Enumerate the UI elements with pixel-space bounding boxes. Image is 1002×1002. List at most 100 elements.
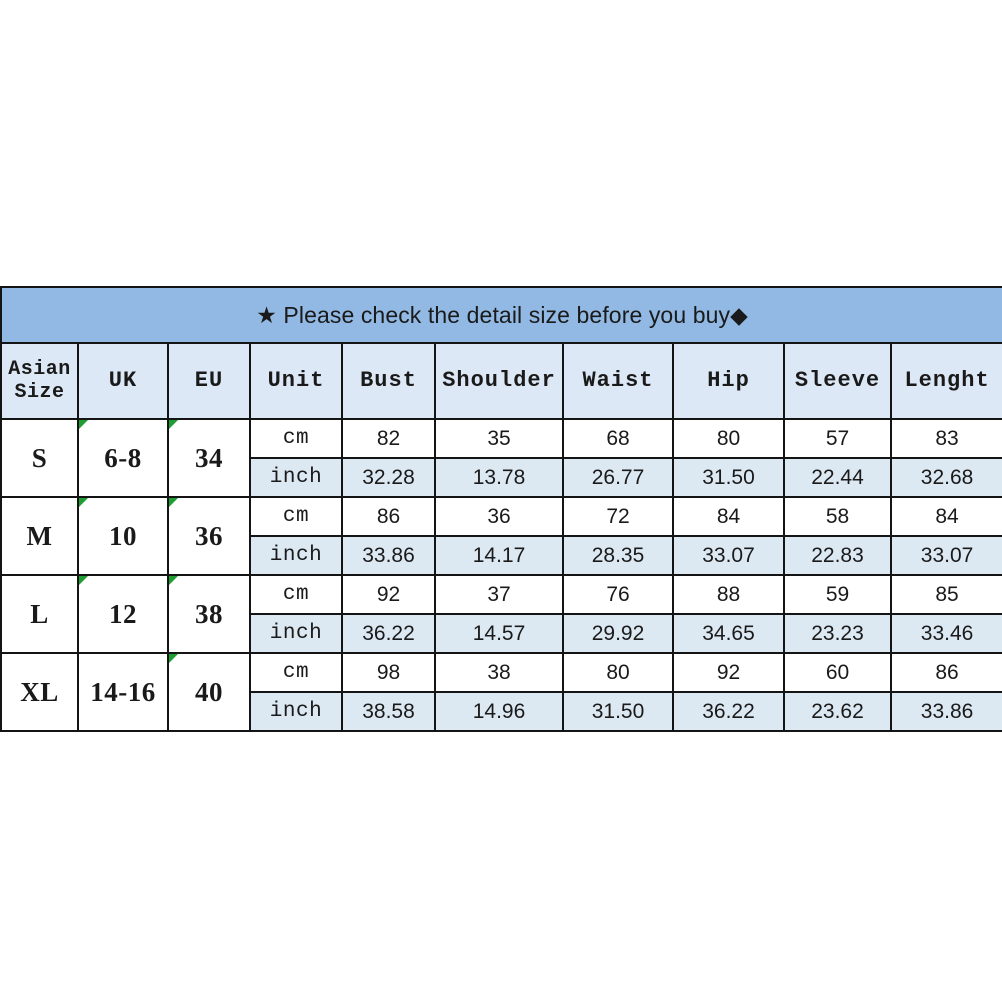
cell-eu: 36 <box>167 496 251 576</box>
cell-bust-cm: 82 <box>341 418 436 459</box>
cell-length-inch: 33.46 <box>889 613 1002 654</box>
cell-unit-inch: inch <box>249 457 343 498</box>
cell-hip-inch: 33.07 <box>672 535 785 576</box>
table-row: L 12 38 cm 92 37 76 88 59 85 <box>0 574 1002 654</box>
cell-length-cm: 83 <box>889 418 1002 459</box>
comment-marker-icon <box>169 420 178 429</box>
cell-sleeve-cm: 58 <box>783 496 892 537</box>
cell-uk: 14-16 <box>77 652 169 732</box>
cell-asian-size: XL <box>0 652 79 732</box>
header-asian-size-line2: Size <box>14 381 65 404</box>
cell-unit-inch: inch <box>249 691 343 732</box>
cell-unit-cm: cm <box>249 652 343 693</box>
comment-marker-icon <box>79 498 88 507</box>
cell-bust-inch: 32.28 <box>341 457 436 498</box>
cell-unit-cm: cm <box>249 496 343 537</box>
cell-unit-inch: inch <box>249 613 343 654</box>
comment-marker-icon <box>169 576 178 585</box>
table-row: inch 38.58 14.96 31.50 36.22 23.62 33.86 <box>1 691 1002 732</box>
title-row: ★ Please check the detail size before yo… <box>0 286 1002 344</box>
cell-hip-inch: 31.50 <box>672 457 785 498</box>
cell-waist-inch: 29.92 <box>562 613 674 654</box>
cell-sleeve-inch: 23.23 <box>783 613 892 654</box>
cell-uk: 10 <box>77 496 169 576</box>
cell-uk: 12 <box>77 574 169 654</box>
cell-hip-cm: 92 <box>672 652 785 693</box>
cell-unit-cm: cm <box>249 418 343 459</box>
table-row: XL 14-16 40 cm 98 38 80 92 60 86 <box>0 652 1002 732</box>
cell-hip-inch: 36.22 <box>672 691 785 732</box>
cell-bust-inch: 38.58 <box>341 691 436 732</box>
table-row: inch 33.86 14.17 28.35 33.07 22.83 33.07 <box>1 535 1002 576</box>
header-bust: Bust <box>341 342 436 420</box>
cell-asian-size: M <box>0 496 79 576</box>
cell-eu: 38 <box>167 574 251 654</box>
cell-bust-cm: 92 <box>341 574 436 615</box>
header-hip: Hip <box>672 342 785 420</box>
cell-bust-cm: 86 <box>341 496 436 537</box>
cell-asian-size: S <box>0 418 79 498</box>
cell-waist-inch: 26.77 <box>562 457 674 498</box>
cell-length-inch: 33.07 <box>889 535 1002 576</box>
cell-unit-cm: cm <box>249 574 343 615</box>
cell-length-cm: 86 <box>889 652 1002 693</box>
table-row: S 6-8 34 cm 82 35 68 80 57 83 <box>0 418 1002 498</box>
cell-sleeve-cm: 59 <box>783 574 892 615</box>
cell-waist-cm: 68 <box>562 418 674 459</box>
cell-shoulder-inch: 14.17 <box>434 535 564 576</box>
cell-sleeve-inch: 22.83 <box>783 535 892 576</box>
header-row: Asian Size UK EU Unit Bust Shoulder Wais… <box>0 342 1002 420</box>
cell-eu: 40 <box>167 652 251 732</box>
cell-sleeve-cm: 57 <box>783 418 892 459</box>
cell-bust-inch: 33.86 <box>341 535 436 576</box>
cell-waist-cm: 80 <box>562 652 674 693</box>
cell-waist-inch: 28.35 <box>562 535 674 576</box>
cell-hip-cm: 88 <box>672 574 785 615</box>
cell-sleeve-inch: 23.62 <box>783 691 892 732</box>
header-shoulder: Shoulder <box>434 342 564 420</box>
cell-uk: 6-8 <box>77 418 169 498</box>
size-chart-table: ★ Please check the detail size before yo… <box>0 286 1002 732</box>
header-length: Lenght <box>889 342 1002 420</box>
cell-shoulder-inch: 13.78 <box>434 457 564 498</box>
header-asian-size-line1: Asian <box>8 358 71 381</box>
chart-title-text: ★ Please check the detail size before yo… <box>256 301 748 328</box>
table-row: inch 36.22 14.57 29.92 34.65 23.23 33.46 <box>1 613 1002 654</box>
cell-bust-cm: 98 <box>341 652 436 693</box>
cell-hip-cm: 84 <box>672 496 785 537</box>
chart-title: ★ Please check the detail size before yo… <box>0 286 1002 344</box>
header-sleeve: Sleeve <box>783 342 892 420</box>
cell-length-inch: 33.86 <box>889 691 1002 732</box>
cell-sleeve-cm: 60 <box>783 652 892 693</box>
header-asian-size: Asian Size <box>0 342 79 420</box>
cell-hip-inch: 34.65 <box>672 613 785 654</box>
cell-eu: 34 <box>167 418 251 498</box>
cell-length-cm: 85 <box>889 574 1002 615</box>
cell-shoulder-inch: 14.57 <box>434 613 564 654</box>
cell-waist-cm: 76 <box>562 574 674 615</box>
cell-asian-size: L <box>0 574 79 654</box>
cell-shoulder-cm: 36 <box>434 496 564 537</box>
header-uk: UK <box>77 342 169 420</box>
cell-shoulder-cm: 35 <box>434 418 564 459</box>
comment-marker-icon <box>79 576 88 585</box>
header-waist: Waist <box>562 342 674 420</box>
header-eu: EU <box>167 342 251 420</box>
cell-shoulder-cm: 38 <box>434 652 564 693</box>
comment-marker-icon <box>169 498 178 507</box>
cell-waist-inch: 31.50 <box>562 691 674 732</box>
header-unit: Unit <box>249 342 343 420</box>
table-row: M 10 36 cm 86 36 72 84 58 84 <box>0 496 1002 576</box>
cell-length-cm: 84 <box>889 496 1002 537</box>
cell-unit-inch: inch <box>249 535 343 576</box>
cell-shoulder-cm: 37 <box>434 574 564 615</box>
cell-bust-inch: 36.22 <box>341 613 436 654</box>
cell-length-inch: 32.68 <box>889 457 1002 498</box>
cell-shoulder-inch: 14.96 <box>434 691 564 732</box>
cell-waist-cm: 72 <box>562 496 674 537</box>
cell-hip-cm: 80 <box>672 418 785 459</box>
comment-marker-icon <box>79 420 88 429</box>
table-row: inch 32.28 13.78 26.77 31.50 22.44 32.68 <box>1 457 1002 498</box>
cell-sleeve-inch: 22.44 <box>783 457 892 498</box>
comment-marker-icon <box>169 654 178 663</box>
